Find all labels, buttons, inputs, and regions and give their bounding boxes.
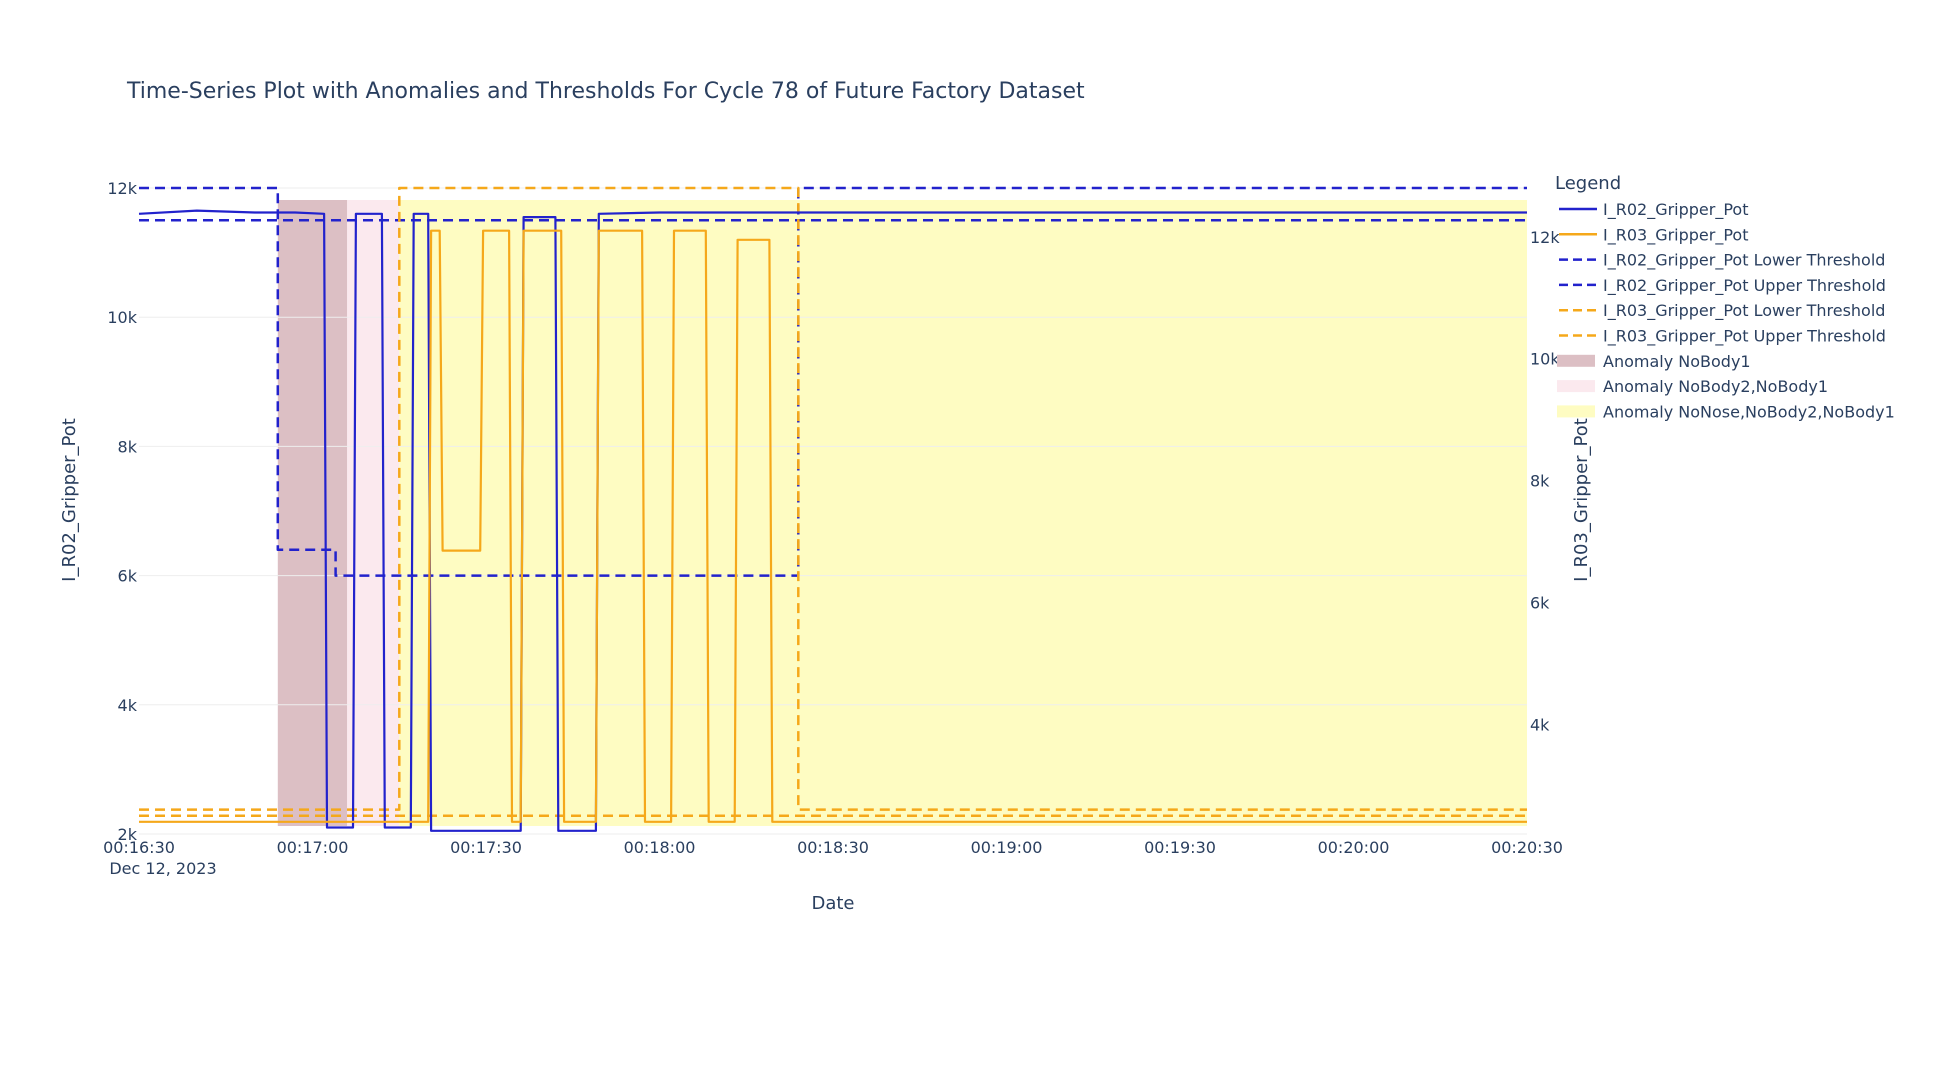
legend-item: I_R03_Gripper_Pot Lower Threshold — [1559, 301, 1885, 321]
legend-label: Anomaly NoNose,NoBody2,NoBody1 — [1603, 402, 1895, 421]
legend-swatch — [1557, 354, 1595, 367]
y1-tick-label: 4k — [118, 696, 138, 715]
legend-label: I_R03_Gripper_Pot Upper Threshold — [1603, 327, 1886, 347]
legend-label: I_R03_Gripper_Pot — [1603, 225, 1749, 245]
anomaly-band — [399, 200, 1527, 826]
y1-tick-label: 8k — [118, 437, 138, 456]
x-tick-label: 00:20:30 — [1491, 838, 1563, 857]
x-tick-label: 00:20:00 — [1318, 838, 1390, 857]
series-line — [139, 229, 1527, 823]
y1-tick-labels: 2k 4k 6k 8k 10k 12k — [107, 179, 137, 844]
x-tick-label: 00:18:30 — [797, 838, 869, 857]
legend-item: I_R03_Gripper_Pot Upper Threshold — [1559, 327, 1886, 347]
legend-item: Anomaly NoBody2,NoBody1 — [1557, 377, 1828, 396]
legend-label: I_R03_Gripper_Pot Lower Threshold — [1603, 301, 1885, 321]
anomaly-bands — [277, 200, 1527, 826]
y1-tick-label: 10k — [107, 308, 137, 327]
x-tick-label: 00:19:30 — [1144, 838, 1216, 857]
x-date-label: Dec 12, 2023 — [109, 859, 216, 878]
legend-item: I_R02_Gripper_Pot Lower Threshold — [1559, 251, 1885, 271]
x-tick-label: 00:17:00 — [277, 838, 349, 857]
y2-tick-label: 8k — [1530, 472, 1550, 491]
legend-swatch — [1557, 405, 1595, 418]
y1-tick-label: 6k — [118, 567, 138, 586]
legend-label: I_R02_Gripper_Pot Lower Threshold — [1603, 251, 1885, 271]
legend-label: I_R02_Gripper_Pot Upper Threshold — [1603, 276, 1886, 296]
legend-item: Anomaly NoBody1 — [1557, 352, 1751, 371]
legend-title: Legend — [1555, 173, 1621, 194]
chart-title: Time-Series Plot with Anomalies and Thre… — [126, 79, 1085, 104]
legend-item: Anomaly NoNose,NoBody2,NoBody1 — [1557, 402, 1895, 421]
x-tick-label: 00:17:30 — [450, 838, 522, 857]
y1-tick-label: 2k — [118, 825, 138, 844]
legend-label: Anomaly NoBody1 — [1603, 352, 1751, 371]
legend-label: Anomaly NoBody2,NoBody1 — [1603, 377, 1828, 396]
series-line — [139, 186, 1527, 811]
legend-item: I_R02_Gripper_Pot Upper Threshold — [1559, 276, 1886, 296]
y1-tick-label: 12k — [107, 179, 137, 198]
x-tick-labels: 00:16:30 00:17:00 00:17:30 00:18:00 00:18:30… — [103, 838, 1563, 857]
legend-swatch — [1557, 380, 1595, 393]
y2-tick-label: 10k — [1530, 350, 1560, 369]
legend: Legend I_R02_Gripper_Pot I_R03_Gripper_Po… — [1555, 173, 1895, 421]
y1-axis-title: I_R02_Gripper_Pot — [59, 418, 80, 582]
series-lines — [138, 186, 1527, 832]
legend-item: I_R03_Gripper_Pot — [1559, 225, 1749, 245]
y2-tick-label: 6k — [1530, 593, 1550, 612]
x-axis-title: Date — [811, 893, 854, 914]
y2-tick-label: 4k — [1530, 715, 1550, 734]
x-tick-label: 00:18:00 — [624, 838, 696, 857]
anomaly-band — [277, 200, 348, 826]
gridlines — [139, 187, 1527, 835]
legend-label: I_R02_Gripper_Pot — [1603, 200, 1749, 220]
legend-item: I_R02_Gripper_Pot — [1559, 200, 1749, 220]
x-tick-label: 00:16:30 — [103, 838, 175, 857]
y2-tick-labels: 4k 6k 8k 10k 12k — [1530, 228, 1560, 735]
x-tick-label: 00:19:00 — [971, 838, 1043, 857]
y2-tick-label: 12k — [1530, 228, 1560, 247]
y2-axis-title: I_R03_Gripper_Pot — [1571, 418, 1592, 582]
